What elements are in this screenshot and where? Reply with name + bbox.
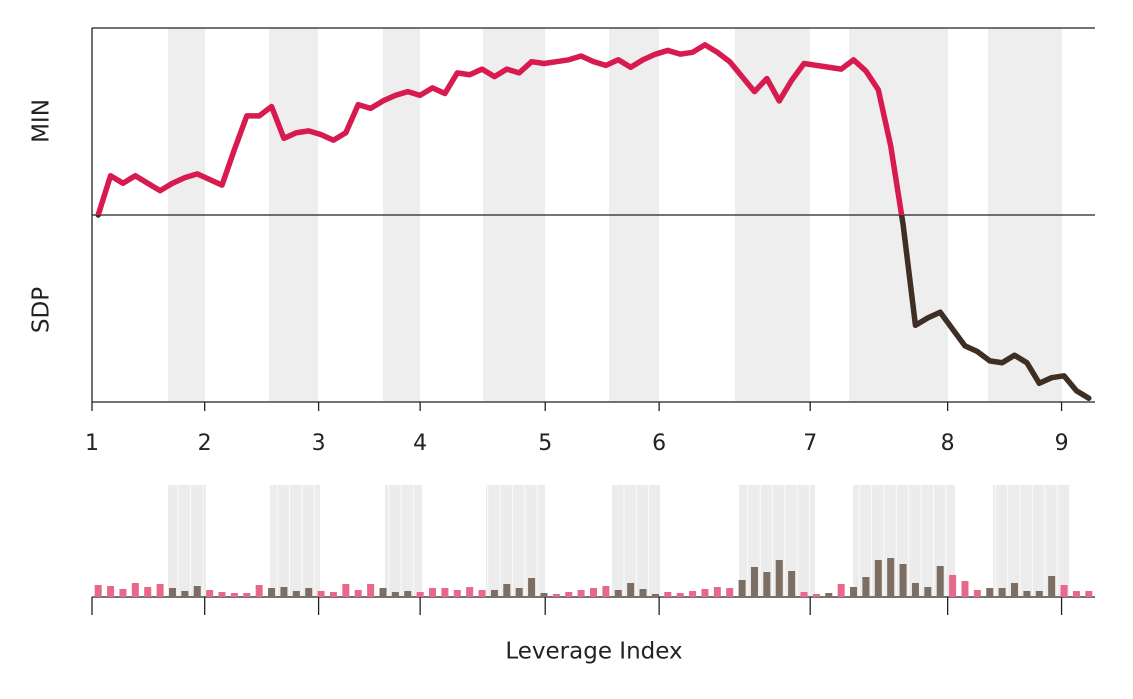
x-tick-label: 7 bbox=[803, 431, 817, 456]
x-tick-label: 8 bbox=[941, 431, 955, 456]
bar bbox=[305, 588, 313, 597]
bar bbox=[490, 590, 498, 597]
bar bbox=[255, 585, 263, 597]
bar bbox=[404, 591, 412, 597]
bar bbox=[453, 590, 461, 597]
shaded-bands-bottom bbox=[168, 485, 1070, 597]
bar bbox=[887, 558, 895, 597]
x-tick-label: 9 bbox=[1055, 431, 1069, 456]
bar bbox=[379, 588, 387, 597]
bar bbox=[181, 591, 189, 597]
bar bbox=[949, 575, 957, 597]
bar bbox=[317, 591, 325, 597]
bar bbox=[850, 587, 858, 597]
bar bbox=[924, 587, 932, 597]
bar bbox=[689, 591, 697, 597]
bar bbox=[107, 586, 115, 597]
bar bbox=[738, 580, 746, 597]
bar bbox=[590, 588, 597, 597]
bar bbox=[961, 581, 969, 597]
bar bbox=[565, 592, 573, 597]
bar bbox=[1011, 583, 1019, 597]
x-tick-label: 3 bbox=[312, 431, 326, 456]
bar bbox=[206, 590, 214, 597]
bar bbox=[750, 567, 758, 597]
bar bbox=[651, 594, 659, 597]
bar bbox=[676, 593, 684, 597]
bar bbox=[1035, 591, 1043, 597]
x-tick-label: 2 bbox=[198, 431, 212, 456]
bar bbox=[602, 586, 610, 597]
bar bbox=[478, 590, 486, 597]
bar bbox=[94, 585, 102, 597]
bar bbox=[156, 584, 164, 597]
bar bbox=[528, 578, 536, 597]
bar bbox=[664, 592, 672, 597]
bar bbox=[416, 592, 424, 597]
bar bbox=[800, 592, 808, 597]
bar bbox=[391, 592, 399, 597]
bar bbox=[874, 560, 882, 597]
bar bbox=[268, 588, 276, 597]
bar bbox=[243, 593, 251, 597]
bar bbox=[936, 566, 944, 597]
bar bbox=[1085, 591, 1093, 597]
bar bbox=[973, 590, 981, 597]
bar bbox=[367, 584, 375, 597]
bar bbox=[466, 587, 474, 597]
bar bbox=[342, 584, 350, 597]
x-tick-label: 5 bbox=[538, 431, 552, 456]
bar bbox=[441, 588, 449, 597]
bar bbox=[899, 564, 907, 597]
bar bbox=[614, 590, 622, 597]
bar bbox=[329, 592, 337, 597]
bar bbox=[825, 593, 833, 597]
data-line bbox=[95, 42, 1092, 402]
bar bbox=[713, 587, 721, 597]
bar bbox=[540, 593, 548, 597]
bar bbox=[429, 588, 437, 597]
bar bbox=[1060, 585, 1068, 597]
bar bbox=[775, 560, 783, 597]
bar bbox=[788, 571, 796, 597]
x-tick-label: 4 bbox=[413, 431, 427, 456]
y-label-bottom: SDP bbox=[29, 287, 55, 333]
bar bbox=[577, 590, 585, 597]
bar bbox=[230, 593, 238, 597]
x-tick-label: 1 bbox=[85, 431, 99, 456]
y-label-top: MIN bbox=[29, 99, 55, 143]
bar bbox=[280, 587, 288, 597]
bar bbox=[552, 594, 560, 597]
bar bbox=[503, 584, 511, 597]
bar bbox=[144, 587, 152, 597]
bar bbox=[1023, 591, 1031, 597]
bar bbox=[812, 594, 820, 597]
bar bbox=[168, 588, 176, 597]
bar bbox=[119, 589, 127, 597]
bar bbox=[193, 586, 201, 597]
bar bbox=[701, 589, 709, 597]
bar bbox=[131, 583, 139, 597]
bar bbox=[218, 592, 226, 597]
bar bbox=[639, 589, 647, 597]
bar bbox=[292, 591, 300, 597]
bar bbox=[911, 583, 919, 597]
bar bbox=[1048, 576, 1056, 597]
bar bbox=[862, 577, 870, 597]
x-axis-title: Leverage Index bbox=[505, 639, 682, 665]
x-tick-label: 6 bbox=[652, 431, 666, 456]
bar bbox=[515, 588, 523, 597]
bar bbox=[627, 583, 635, 597]
bar bbox=[763, 572, 771, 597]
bar bbox=[986, 588, 994, 597]
bar bbox=[998, 588, 1006, 597]
bar bbox=[837, 584, 845, 597]
bar bbox=[354, 590, 362, 597]
bar bbox=[1072, 591, 1080, 597]
bar bbox=[726, 588, 734, 597]
